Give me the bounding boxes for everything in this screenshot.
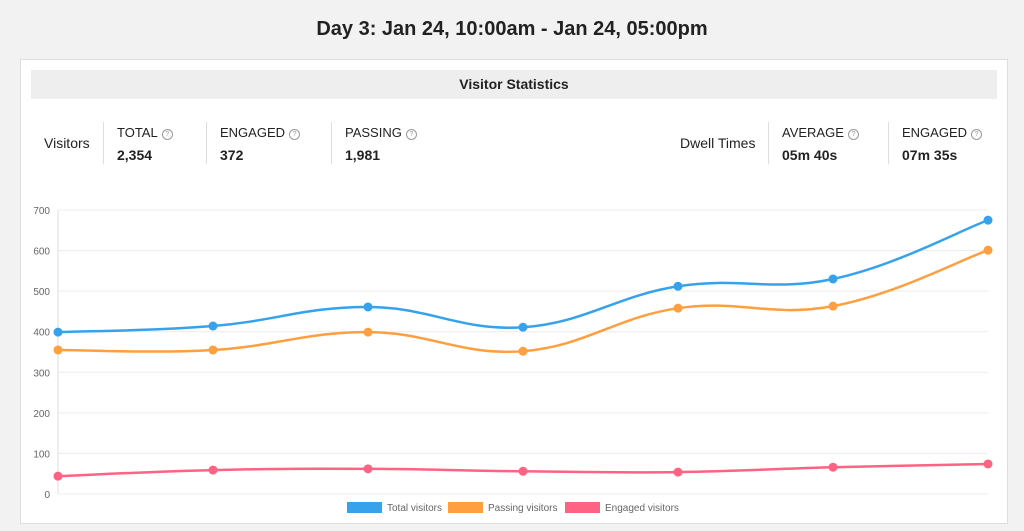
data-point <box>208 345 218 355</box>
help-icon[interactable]: ? <box>405 129 417 140</box>
series-line <box>57 218 989 334</box>
visitors-label: Visitors <box>44 135 90 151</box>
stat-value: 2,354 <box>117 147 153 163</box>
data-point <box>828 274 838 284</box>
data-point <box>363 327 373 337</box>
data-point <box>363 464 373 474</box>
series-line <box>57 248 989 354</box>
stat-value: 1,981 <box>345 147 381 163</box>
stat-label: ENGAGED <box>220 125 286 140</box>
y-tick-label: 100 <box>33 449 50 460</box>
data-point <box>518 346 528 356</box>
y-tick-label: 200 <box>33 409 50 420</box>
stat-value: 372 <box>220 147 244 163</box>
y-tick-label: 0 <box>44 490 50 501</box>
help-icon[interactable]: ? <box>289 129 301 140</box>
stat-value: 05m 40s <box>782 147 838 163</box>
data-point <box>518 322 528 332</box>
data-point <box>983 215 993 225</box>
y-tick-label: 700 <box>33 206 50 217</box>
data-point <box>983 245 993 255</box>
help-icon[interactable]: ? <box>847 129 859 140</box>
data-point <box>208 465 218 475</box>
data-point <box>518 466 528 476</box>
y-tick-label: 300 <box>33 368 50 379</box>
help-icon[interactable]: ? <box>971 129 983 140</box>
stat-passing: PASSING? 1,981 <box>331 122 417 164</box>
stat-value: 07m 35s <box>902 147 958 163</box>
legend-swatch <box>565 502 600 513</box>
data-point <box>53 327 63 337</box>
stat-engaged: ENGAGED? 372 <box>206 122 301 164</box>
data-point <box>53 471 63 481</box>
legend-swatch <box>448 502 483 513</box>
data-point <box>673 467 683 477</box>
data-point <box>828 462 838 472</box>
legend-label: Passing visitors <box>488 503 557 514</box>
page-title: Day 3: Jan 24, 10:00am - Jan 24, 05:00pm <box>316 18 708 40</box>
help-icon[interactable]: ? <box>161 129 173 140</box>
data-point <box>673 303 683 313</box>
stat-average-dwell: AVERAGE? 05m 40s <box>768 122 859 164</box>
legend-swatch <box>347 502 382 513</box>
stat-engaged-dwell: ENGAGED? 07m 35s <box>888 122 983 164</box>
data-point <box>828 301 838 311</box>
y-tick-label: 600 <box>33 247 50 258</box>
dwell-times-label: Dwell Times <box>680 135 756 151</box>
panel-title: Visitor Statistics <box>31 70 997 99</box>
y-tick-label: 400 <box>33 328 50 339</box>
stat-label: ENGAGED <box>902 125 968 140</box>
data-point <box>673 281 683 291</box>
data-point <box>363 302 373 312</box>
data-point <box>53 345 63 355</box>
legend-label: Engaged visitors <box>605 503 679 514</box>
data-point <box>983 459 993 469</box>
stat-total: TOTAL? 2,354 <box>103 122 173 164</box>
stat-label: AVERAGE <box>782 125 844 140</box>
stat-label: PASSING <box>345 125 402 140</box>
stat-label: TOTAL <box>117 125 158 140</box>
y-tick-label: 500 <box>33 287 50 298</box>
legend-label: Total visitors <box>387 503 442 514</box>
data-point <box>208 321 218 331</box>
